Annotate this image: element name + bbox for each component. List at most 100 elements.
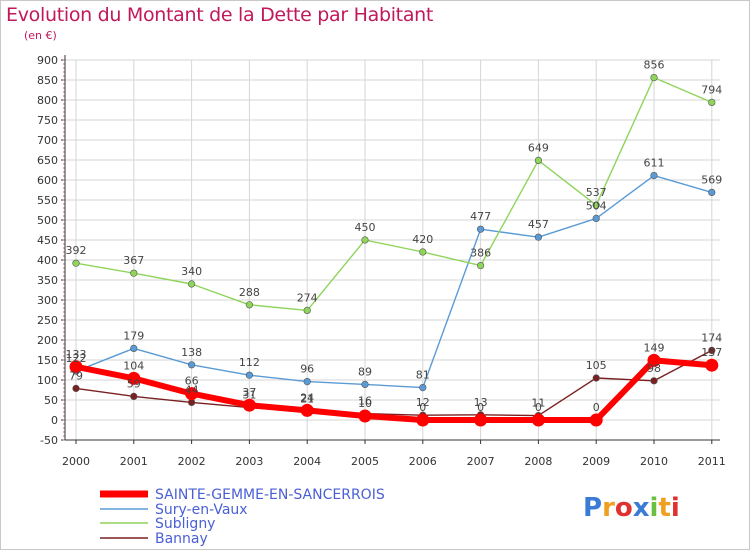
data-label: 13 xyxy=(474,396,488,409)
y-tick-label: 300 xyxy=(37,294,58,307)
y-tick-label: 500 xyxy=(37,214,58,227)
data-label: 367 xyxy=(123,254,144,267)
x-tick-label: 2003 xyxy=(235,455,263,468)
x-tick-label: 2004 xyxy=(293,455,321,468)
y-tick-label: -50 xyxy=(40,434,58,447)
y-tick-label: 700 xyxy=(37,134,58,147)
data-label: 12 xyxy=(416,396,430,409)
x-tick-label: 2007 xyxy=(467,455,495,468)
data-label: 288 xyxy=(239,286,260,299)
data-label: 122 xyxy=(66,352,87,365)
data-point xyxy=(708,188,716,196)
data-label: 794 xyxy=(701,83,722,96)
data-label: 44 xyxy=(185,383,199,396)
series-line-sury-en-vaux xyxy=(75,174,712,389)
x-tick-label: 2011 xyxy=(698,455,726,468)
data-label: 274 xyxy=(297,291,318,304)
y-tick-label: 50 xyxy=(44,394,58,407)
y-tick-label: 400 xyxy=(37,254,58,267)
data-label: 98 xyxy=(647,362,661,375)
data-point xyxy=(705,358,719,372)
data-point xyxy=(358,409,372,423)
data-point xyxy=(303,378,311,386)
data-label: 138 xyxy=(181,346,202,359)
y-tick-label: 200 xyxy=(37,334,58,347)
x-tick-label: 2008 xyxy=(524,455,552,468)
legend-label: Subligny xyxy=(155,516,215,532)
data-label: 174 xyxy=(701,331,722,344)
data-label: 104 xyxy=(123,359,144,372)
data-point xyxy=(245,301,253,309)
data-point xyxy=(534,156,543,164)
data-label: 0 xyxy=(477,401,484,414)
data-point xyxy=(592,374,600,382)
data-label: 0 xyxy=(593,401,600,414)
x-tick-label: 2000 xyxy=(62,455,90,468)
data-point xyxy=(361,236,369,244)
data-label: 179 xyxy=(123,329,144,342)
data-label: 537 xyxy=(586,186,607,199)
x-tick-label: 2010 xyxy=(640,455,668,468)
x-tick-label: 2001 xyxy=(120,455,148,468)
data-label: 31 xyxy=(242,389,256,402)
data-label: 16 xyxy=(358,395,372,408)
data-point xyxy=(477,262,485,270)
y-tick-label: 850 xyxy=(37,74,58,87)
data-point xyxy=(127,371,141,385)
x-tick-label: 2002 xyxy=(178,455,206,468)
data-label: 392 xyxy=(66,244,87,257)
data-point xyxy=(416,413,430,427)
data-point xyxy=(534,233,543,241)
legend-label: SAINTE-GEMME-EN-SANCERROIS xyxy=(155,487,385,503)
series-line-bannay xyxy=(75,349,713,417)
y-tick-label: 0 xyxy=(51,414,58,427)
data-label: 79 xyxy=(69,369,83,382)
data-label: 105 xyxy=(586,359,607,372)
data-label: 11 xyxy=(531,397,545,410)
y-tick-label: 750 xyxy=(37,114,58,127)
data-label: 386 xyxy=(470,247,491,260)
data-label: 59 xyxy=(127,377,141,390)
y-tick-label: 550 xyxy=(37,194,58,207)
data-point xyxy=(650,377,658,385)
data-label: 149 xyxy=(644,341,665,354)
data-point xyxy=(72,384,80,393)
y-tick-label: 650 xyxy=(37,154,58,167)
x-tick-label: 2005 xyxy=(351,455,379,468)
data-label: 457 xyxy=(528,218,549,231)
data-point xyxy=(474,413,488,427)
data-label: 96 xyxy=(300,363,314,376)
x-tick-label: 2006 xyxy=(409,455,437,468)
data-label: 0 xyxy=(535,401,542,414)
data-label: 10 xyxy=(358,397,372,410)
y-tick-label: 150 xyxy=(37,354,58,367)
data-label: 137 xyxy=(701,346,722,359)
data-label: 81 xyxy=(416,369,430,382)
data-label: 112 xyxy=(239,356,260,369)
legend-label: Sury-en-Vaux xyxy=(155,502,248,518)
y-tick-label: 350 xyxy=(37,274,58,287)
chart-subtitle: (en €) xyxy=(24,29,57,42)
data-point xyxy=(130,392,138,401)
y-tick-label: 450 xyxy=(37,234,58,247)
data-label: 0 xyxy=(419,401,426,414)
data-point xyxy=(188,280,196,288)
data-label: 504 xyxy=(586,199,607,212)
data-point xyxy=(185,387,199,401)
data-point xyxy=(708,98,716,106)
y-tick-label: 250 xyxy=(37,314,58,327)
series-line-subligny xyxy=(75,76,713,312)
chart-title: Evolution du Montant de la Dette par Hab… xyxy=(6,4,434,26)
data-point xyxy=(130,344,138,353)
data-label: 21 xyxy=(300,393,314,406)
data-point xyxy=(303,306,311,315)
data-point xyxy=(69,360,83,374)
y-tick-label: 100 xyxy=(37,374,58,387)
proxiti-logo: Proxiti xyxy=(583,493,680,523)
data-point xyxy=(477,225,485,233)
data-point xyxy=(592,201,600,209)
data-point xyxy=(592,214,600,222)
y-tick-label: 600 xyxy=(37,174,58,187)
data-point xyxy=(589,413,603,427)
